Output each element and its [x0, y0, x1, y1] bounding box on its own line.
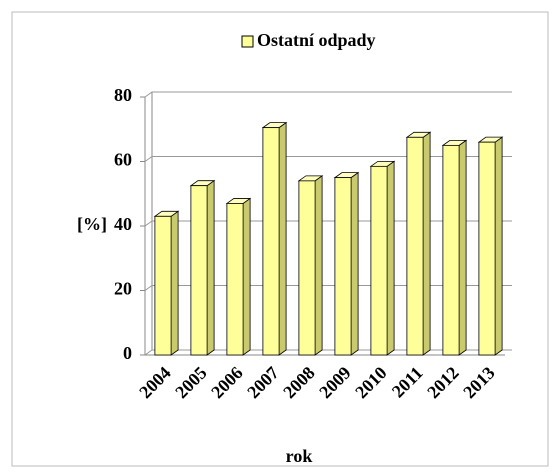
bar-front — [154, 215, 172, 356]
bar-front — [226, 203, 244, 356]
bar-side — [422, 131, 431, 356]
bar-front — [406, 136, 424, 356]
grid-line — [144, 156, 512, 162]
bar — [369, 160, 396, 356]
y-tick-label: 20 — [114, 279, 132, 299]
bar-side — [350, 171, 359, 356]
legend-label: Ostatní odpady — [257, 30, 376, 50]
bar-side — [278, 121, 287, 356]
bar-front — [478, 141, 496, 356]
bar-side — [386, 160, 395, 356]
y-axis-label: [%] — [77, 214, 107, 234]
bar — [189, 179, 216, 356]
y-tick-label: 60 — [114, 150, 132, 170]
bar-front — [442, 144, 460, 356]
bar-front — [262, 127, 280, 356]
bar-front — [334, 177, 352, 356]
legend-swatch — [241, 35, 254, 48]
bar — [477, 136, 504, 356]
grid-line — [144, 91, 512, 98]
y-tick-label: 80 — [114, 85, 132, 105]
bar-side — [494, 136, 503, 356]
bar-side — [314, 175, 323, 356]
bar-side — [458, 139, 467, 356]
bar — [153, 210, 180, 356]
bar-front — [190, 185, 208, 356]
bar-front — [298, 180, 316, 356]
bar-side — [206, 179, 215, 356]
bar — [405, 131, 432, 356]
bar — [261, 121, 288, 356]
bar — [441, 139, 468, 356]
bar — [225, 197, 252, 356]
bar-front — [370, 165, 388, 356]
y-tick-label: 0 — [123, 343, 132, 363]
bar — [333, 171, 360, 356]
y-tick-label: 40 — [114, 214, 132, 234]
x-axis-label: rok — [286, 446, 313, 466]
bar-side — [242, 197, 251, 356]
bar — [297, 175, 324, 356]
bar-side — [170, 210, 179, 356]
